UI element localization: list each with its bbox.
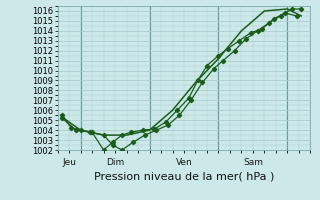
Text: Dim: Dim <box>106 158 124 167</box>
X-axis label: Pression niveau de la mer( hPa ): Pression niveau de la mer( hPa ) <box>94 171 274 181</box>
Text: Ven: Ven <box>176 158 192 167</box>
Text: Jeu: Jeu <box>62 158 76 167</box>
Text: Sam: Sam <box>243 158 263 167</box>
